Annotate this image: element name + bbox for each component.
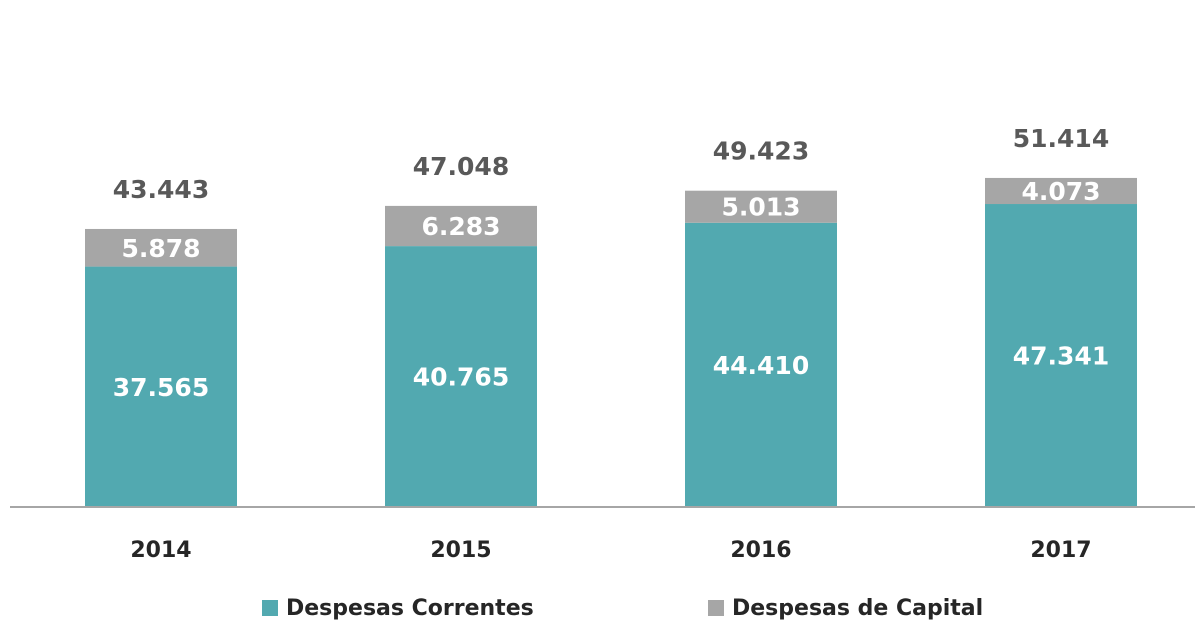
x-tick-label: 2014 [130,538,191,563]
bar-segment [385,205,537,247]
bar-segment [85,228,237,267]
bar-segment [685,190,837,223]
total-label: 47.048 [413,152,509,181]
value-label: 44.410 [713,351,809,380]
total-label: 43.443 [113,175,209,204]
value-label: 40.765 [413,363,509,392]
bar-segment [685,222,837,507]
x-tick-label: 2015 [430,538,491,563]
value-label: 47.341 [1013,342,1109,371]
bar-segment [385,246,537,507]
value-label: 6.283 [421,212,500,241]
total-label: 51.414 [1013,124,1109,153]
bar-segment [85,266,237,507]
x-tick-label: 2016 [730,538,791,563]
value-label: 4.073 [1021,177,1100,206]
value-label: 5.878 [121,234,200,263]
legend-swatch [262,600,278,616]
legend-label: Despesas Correntes [286,596,534,621]
x-tick-label: 2017 [1030,538,1091,563]
bar-segment [985,204,1137,508]
bar-segment [985,177,1137,205]
value-label: 37.565 [113,373,209,402]
value-label: 5.013 [721,193,800,222]
legend-label: Despesas de Capital [732,596,983,621]
total-label: 49.423 [713,137,809,166]
legend-swatch [708,600,724,616]
